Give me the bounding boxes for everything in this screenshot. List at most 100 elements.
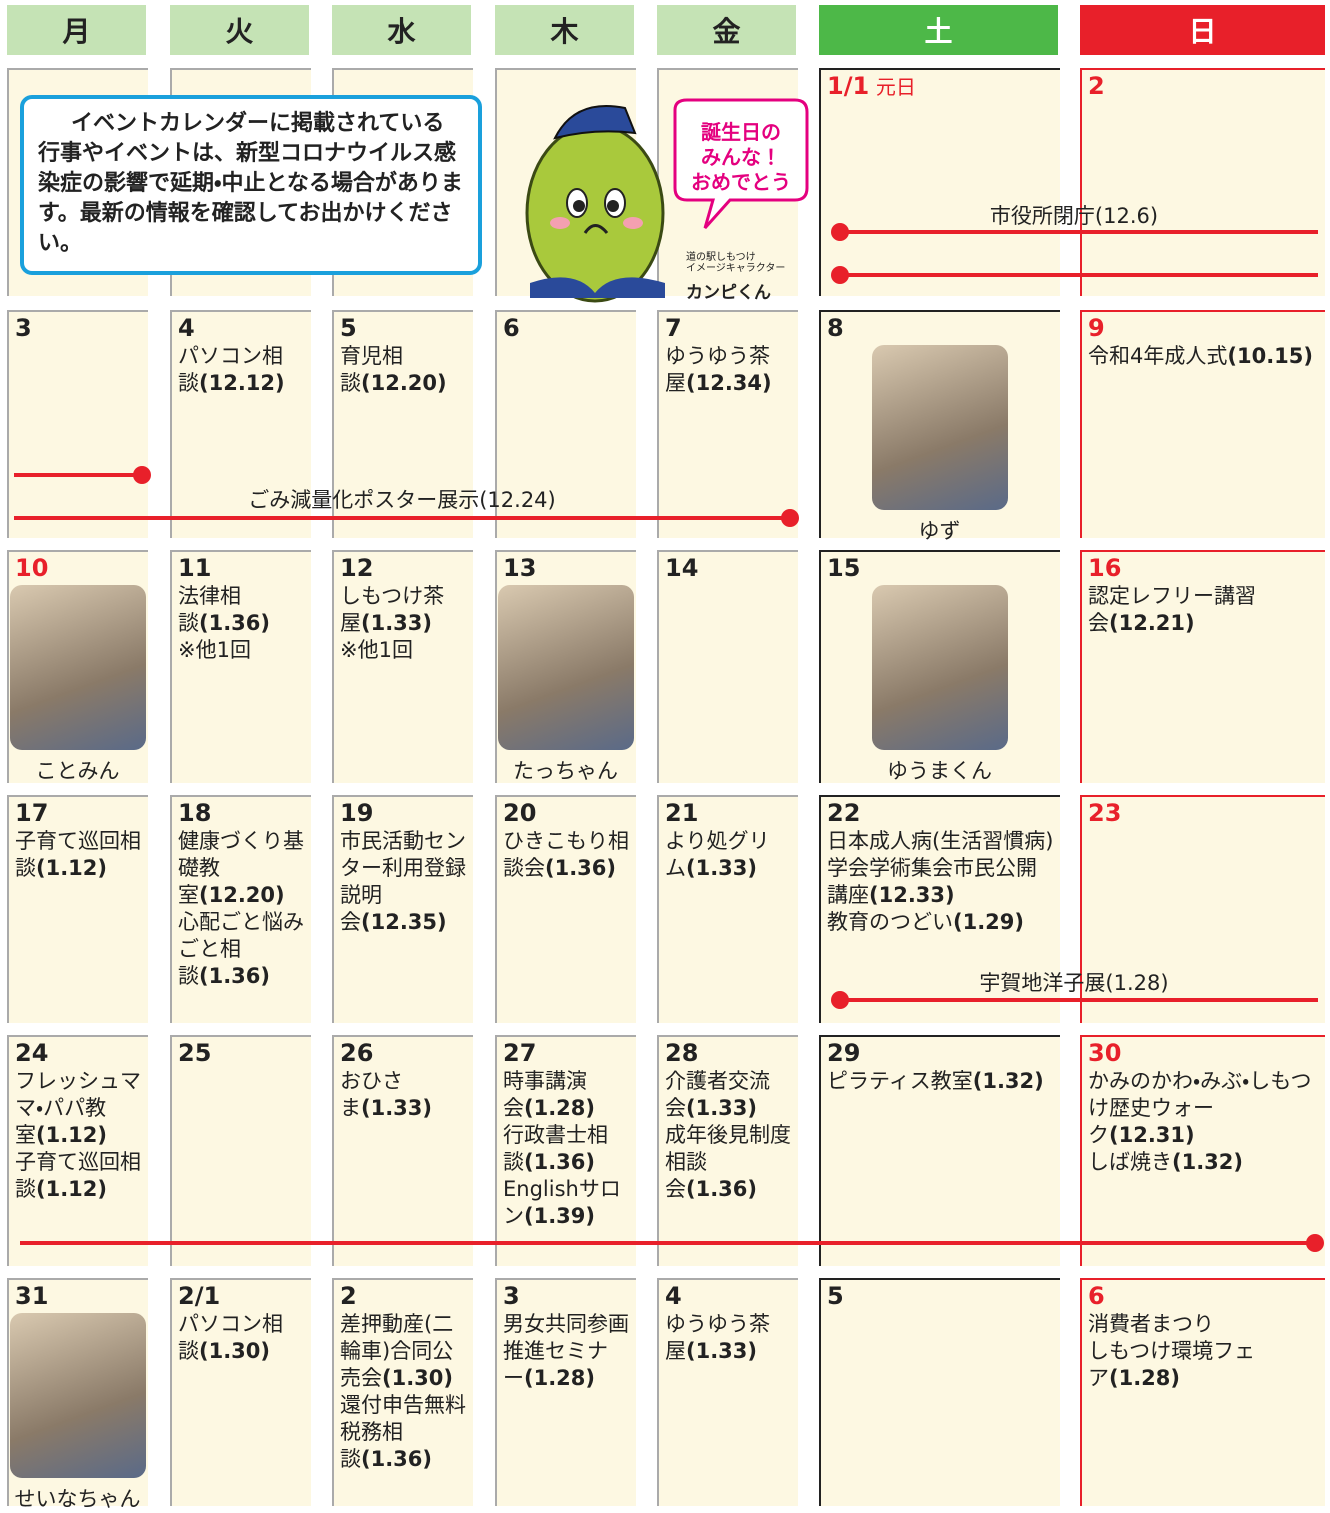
- event: パソコン相談(1.30): [178, 1311, 305, 1365]
- calendar-cell: 3: [7, 310, 148, 538]
- day-header: 火: [170, 5, 309, 55]
- day-number: 6: [1088, 1282, 1105, 1310]
- event-bar: [14, 473, 142, 477]
- event-name: 健康づくり基礎教室: [178, 829, 304, 907]
- event: ゆうゆう茶屋(12.34): [665, 343, 792, 397]
- day-number: 28: [665, 1039, 699, 1067]
- event-name: 心配ごと悩みごと相談: [178, 910, 304, 988]
- event-bar: [840, 230, 1318, 234]
- day-header: 月: [7, 5, 146, 55]
- photo: [871, 585, 1008, 750]
- event-page: (1.12): [36, 856, 108, 880]
- photo-caption: ゆず: [918, 519, 961, 543]
- event-note: ※他1回: [340, 638, 413, 662]
- event: 消費者まつり しもつけ環境フェア(1.28): [1088, 1311, 1319, 1392]
- day-number: 4: [665, 1282, 682, 1310]
- calendar-cell: 3 男女共同参画推進セミナー(1.28): [495, 1278, 636, 1506]
- notice-box: イベントカレンダーに掲載されている行事やイベントは、新型コロナウイルス感染症の影…: [20, 95, 482, 275]
- event-page: (1.33): [361, 611, 433, 635]
- event: ピラティス教室(1.32): [827, 1068, 1054, 1095]
- photo-caption: ことみん: [35, 759, 120, 783]
- event-note: ※他1回: [178, 638, 251, 662]
- event-name: 子育て巡回相談: [15, 829, 141, 880]
- event-bar-label: ごみ減量化ポスター展示(12.24): [248, 488, 556, 512]
- event: 差押動産(二輪車)合同公売会(1.30): [340, 1311, 467, 1392]
- event-name: 行政書士相談: [503, 1123, 608, 1174]
- event: 行政書士相談(1.36): [503, 1122, 630, 1176]
- event-name: おひさま: [340, 1069, 403, 1120]
- day-number: 20: [503, 799, 537, 827]
- event-page: (1.12): [36, 1177, 108, 1201]
- day-number: 5: [827, 1282, 844, 1310]
- event-bar: [20, 1241, 1315, 1245]
- event-bar-label: 市役所閉庁(12.6): [989, 204, 1159, 228]
- photo: [497, 585, 634, 750]
- day-number: 16: [1088, 554, 1122, 582]
- mascot-caption: 道の駅しもつけ イメージキャラクター: [686, 252, 786, 274]
- event-bar-dot: [831, 266, 849, 284]
- event-page: (1.33): [686, 1339, 758, 1363]
- event: より処グリム(1.33): [665, 828, 792, 882]
- event-page: (1.36): [199, 611, 271, 635]
- event: しば焼き(1.32): [1088, 1149, 1319, 1176]
- event-name: かみのかわ・みぶ・しもつけ歴史ウォーク: [1088, 1069, 1312, 1147]
- day-number: 5: [340, 314, 357, 342]
- holiday-name: 元日: [875, 75, 916, 99]
- calendar-cell: 5: [819, 1278, 1060, 1506]
- event-page: (1.32): [972, 1069, 1044, 1093]
- day-number: 29: [827, 1039, 861, 1067]
- event: 育児相談(12.20): [340, 343, 467, 397]
- day-number: 8: [827, 314, 844, 342]
- day-number: 10: [15, 554, 49, 582]
- event-page: (1.29): [953, 910, 1025, 934]
- event-name: ピラティス教室: [827, 1069, 973, 1093]
- event-bar-label: 宇賀地洋子展(1.28): [979, 971, 1169, 995]
- event-bar: [840, 998, 1318, 1002]
- event-name: 認定レフリー講習会: [1088, 584, 1256, 635]
- event-name: 消費者まつり しもつけ環境フェア: [1088, 1312, 1256, 1390]
- calendar-cell: 7 ゆうゆう茶屋(12.34): [657, 310, 798, 538]
- calendar-cell: 29 ピラティス教室(1.32): [819, 1035, 1060, 1266]
- calendar-cell: 9 令和4年成人式(10.15): [1080, 310, 1325, 538]
- event-page: (12.35): [361, 910, 447, 934]
- day-number: 12: [340, 554, 374, 582]
- event-page: (1.36): [545, 856, 617, 880]
- calendar-cell: 26 おひさま(1.33): [332, 1035, 473, 1266]
- day-number: 2: [1088, 72, 1105, 100]
- calendar-cell: 18 健康づくり基礎教室(12.20) 心配ごと悩みごと相談(1.36): [170, 795, 311, 1023]
- event-bar-dot: [781, 509, 799, 527]
- photo: [9, 1313, 146, 1478]
- calendar-cell: 22 日本成人病(生活習慣病)学会学術集会市民公開講座(12.33) 教育のつどい(…: [819, 795, 1060, 1023]
- event: 市民活動センター利用登録説明会(12.35): [340, 828, 467, 936]
- event-page: (1.36): [524, 1150, 596, 1174]
- calendar-cell: 11 法律相談(1.36) ※他1回: [170, 550, 311, 783]
- event-name: 還付申告無料税務相談: [340, 1393, 466, 1471]
- photo: [871, 345, 1008, 510]
- event-name: ひきこもり相談会: [503, 829, 629, 880]
- calendar-cell: 24 フレッシュママ・パパ教室(1.12) 子育て巡回相談(1.12): [7, 1035, 148, 1266]
- event-page: (12.20): [199, 883, 285, 907]
- event-page: (1.32): [1172, 1150, 1244, 1174]
- event-page: (1.36): [361, 1447, 433, 1471]
- event: 子育て巡回相談(1.12): [15, 1149, 142, 1203]
- event: 心配ごと悩みごと相談(1.36): [178, 909, 305, 990]
- calendar-cell: 2: [1080, 68, 1325, 296]
- day-header: 土: [819, 5, 1058, 55]
- event: おひさま(1.33): [340, 1068, 467, 1122]
- event-page: (12.21): [1109, 611, 1195, 635]
- event-bar: [14, 516, 790, 520]
- event: ひきこもり相談会(1.36): [503, 828, 630, 882]
- event-name: しば焼き: [1088, 1150, 1172, 1174]
- day-number: 15: [827, 554, 861, 582]
- day-number: 7: [665, 314, 682, 342]
- event-page: (1.12): [36, 1123, 108, 1147]
- calendar-cell: 16 認定レフリー講習会(12.21): [1080, 550, 1325, 783]
- event: 認定レフリー講習会(12.21): [1088, 583, 1319, 637]
- event-name: フレッシュママ・パパ教室: [15, 1069, 141, 1147]
- calendar-cell: 17 子育て巡回相談(1.12): [7, 795, 148, 1023]
- calendar-cell: 4 パソコン相談(12.12): [170, 310, 311, 538]
- day-number: 31: [15, 1282, 49, 1310]
- calendar-cell: 1/1 元日: [819, 68, 1060, 296]
- day-number: 14: [665, 554, 699, 582]
- day-number: 24: [15, 1039, 49, 1067]
